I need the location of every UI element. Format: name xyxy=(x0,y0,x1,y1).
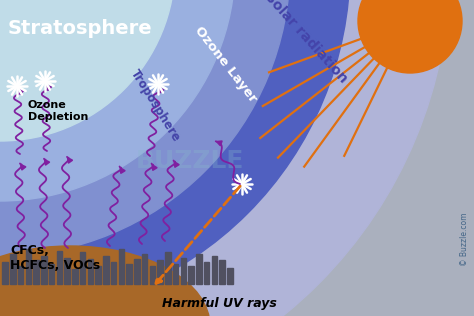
Bar xyxy=(173,264,178,284)
Circle shape xyxy=(0,0,290,256)
Bar xyxy=(49,264,55,284)
Text: Troposphere: Troposphere xyxy=(128,68,183,144)
Bar xyxy=(88,259,93,284)
Text: © Buzzle.com: © Buzzle.com xyxy=(461,212,470,266)
Bar xyxy=(95,266,101,284)
Bar xyxy=(26,249,31,284)
Bar xyxy=(72,269,78,284)
Text: Solar radiation: Solar radiation xyxy=(262,0,350,86)
Bar xyxy=(212,256,217,284)
Text: CFCs,
HCFCs, VOCs: CFCs, HCFCs, VOCs xyxy=(10,244,100,272)
Text: BUZZLE: BUZZLE xyxy=(136,149,244,173)
Bar xyxy=(118,249,124,284)
Bar xyxy=(33,260,39,284)
Bar xyxy=(127,264,132,284)
Bar xyxy=(204,262,210,284)
Bar xyxy=(80,252,85,284)
Bar xyxy=(41,256,46,284)
Bar xyxy=(157,260,163,284)
Bar xyxy=(103,256,109,284)
Circle shape xyxy=(0,0,235,201)
Bar xyxy=(219,260,225,284)
Bar xyxy=(150,266,155,284)
Bar xyxy=(10,254,16,284)
Bar xyxy=(181,258,186,284)
Bar xyxy=(64,258,70,284)
Ellipse shape xyxy=(0,246,210,316)
Bar xyxy=(134,259,140,284)
Bar xyxy=(189,266,194,284)
Bar xyxy=(2,262,8,284)
Bar xyxy=(56,251,62,284)
Circle shape xyxy=(358,0,462,73)
Text: Ozone Layer: Ozone Layer xyxy=(192,23,259,105)
Circle shape xyxy=(0,0,175,141)
Circle shape xyxy=(0,0,450,316)
Bar xyxy=(227,268,233,284)
Bar xyxy=(111,262,117,284)
Bar xyxy=(18,266,23,284)
Text: Stratosphere: Stratosphere xyxy=(8,19,153,38)
Bar xyxy=(165,252,171,284)
Bar xyxy=(196,254,202,284)
Circle shape xyxy=(0,0,350,316)
Text: Harmful UV rays: Harmful UV rays xyxy=(162,296,277,309)
Bar xyxy=(142,254,147,284)
Text: Ozone
Depletion: Ozone Depletion xyxy=(28,100,88,122)
